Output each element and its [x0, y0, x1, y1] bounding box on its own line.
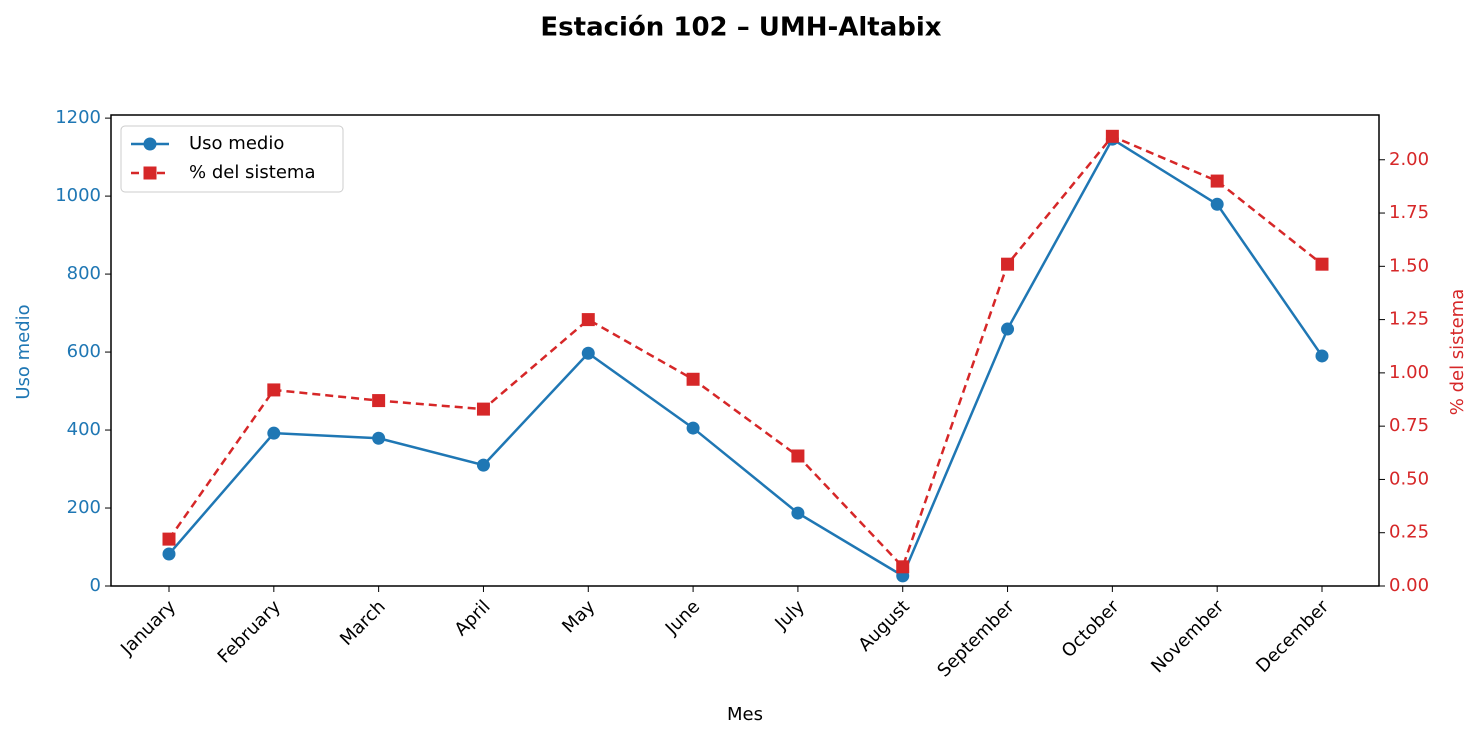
marker — [686, 421, 700, 435]
y2-tick-label: 0.50 — [1389, 468, 1429, 489]
y-axis-label: Uso medio — [13, 304, 34, 399]
plot-frame — [110, 114, 1380, 587]
legend-marker — [143, 137, 157, 151]
marker — [896, 560, 910, 574]
marker — [1001, 322, 1015, 336]
x-tick-label: September — [933, 596, 1019, 682]
y-tick-label: 600 — [67, 341, 101, 362]
y2-tick-label: 0.00 — [1389, 575, 1429, 596]
x-tick-label: March — [336, 596, 390, 650]
x-tick-label: August — [854, 596, 913, 655]
series-line — [167, 134, 1323, 570]
marker — [791, 449, 805, 463]
marker — [581, 313, 595, 327]
legend-box — [120, 125, 344, 193]
x-tick-label: July — [771, 596, 810, 635]
marker — [372, 394, 386, 408]
marker — [476, 402, 490, 416]
marker — [372, 431, 386, 445]
marker — [1210, 197, 1224, 211]
marker — [1105, 129, 1119, 143]
x-axis-label: Mes — [727, 704, 763, 725]
x-tick-label: June — [661, 596, 704, 639]
marker — [686, 372, 700, 386]
marker — [162, 547, 176, 561]
x-tick-label: April — [451, 596, 495, 640]
x-tick-label: May — [558, 596, 599, 637]
y-tick-label: 200 — [67, 497, 101, 518]
marker — [267, 426, 281, 440]
marker — [1315, 349, 1329, 363]
y2-tick-label: 1.00 — [1389, 362, 1429, 383]
y-tick-label: 1200 — [55, 107, 101, 128]
y-tick-label: 800 — [67, 263, 101, 284]
y2-axis-label: % del sistema — [1447, 289, 1468, 416]
y2-tick-label: 1.25 — [1389, 309, 1429, 330]
x-tick-label: February — [214, 596, 285, 667]
marker — [1210, 174, 1224, 188]
marker — [476, 458, 490, 472]
y2-tick-label: 0.25 — [1389, 522, 1429, 543]
marker — [1001, 257, 1015, 271]
legend-marker — [143, 166, 157, 180]
marker — [791, 506, 805, 520]
y-tick-label: 1000 — [55, 185, 101, 206]
marker — [581, 346, 595, 360]
x-tick-label: October — [1058, 596, 1124, 662]
legend-label: Uso medio — [189, 133, 284, 154]
marker — [1315, 257, 1329, 271]
y-tick-label: 400 — [67, 419, 101, 440]
chart-title: Estación 102 – UMH-Altabix — [540, 13, 941, 43]
y2-tick-label: 1.50 — [1389, 255, 1429, 276]
x-tick-label: December — [1252, 596, 1333, 677]
marker — [267, 383, 281, 397]
series-line — [168, 137, 1324, 578]
y-tick-label: 0 — [90, 575, 101, 596]
y2-tick-label: 2.00 — [1389, 149, 1429, 170]
legend-label: % del sistema — [189, 162, 316, 183]
x-tick-label: January — [116, 596, 180, 660]
y2-tick-label: 1.75 — [1389, 202, 1429, 223]
marker — [162, 532, 176, 546]
y2-tick-label: 0.75 — [1389, 415, 1429, 436]
x-tick-label: November — [1147, 596, 1228, 677]
